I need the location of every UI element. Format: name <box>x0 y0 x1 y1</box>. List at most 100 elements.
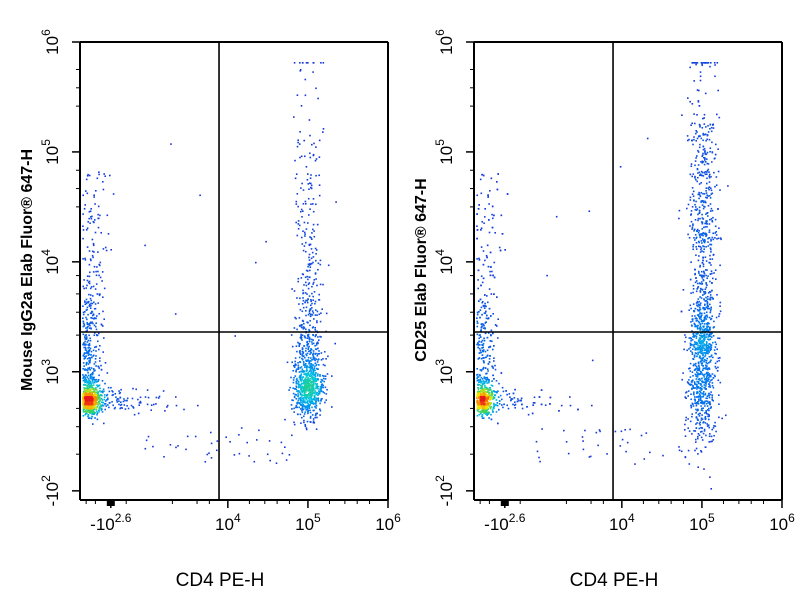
event-dot <box>93 286 95 288</box>
event-dot <box>300 408 302 410</box>
event-dot <box>682 372 684 374</box>
event-dot <box>711 190 713 192</box>
event-dot <box>98 379 100 381</box>
event-dot <box>84 204 86 206</box>
event-dot <box>308 276 310 278</box>
event-dot <box>293 382 295 384</box>
event-dot <box>693 136 695 138</box>
event-dot <box>299 371 301 373</box>
event-dot <box>703 391 705 393</box>
event-dot <box>306 387 308 389</box>
event-dot <box>83 365 85 367</box>
event-dot <box>300 388 302 390</box>
event-dot <box>705 435 707 437</box>
event-dot <box>494 365 496 367</box>
event-dot <box>698 272 700 274</box>
event-dot <box>86 364 88 366</box>
event-dot <box>195 436 197 438</box>
event-dot <box>306 62 308 64</box>
event-dot <box>83 321 85 323</box>
event-dot <box>331 406 333 408</box>
event-dot <box>316 344 318 346</box>
event-dot <box>696 280 698 282</box>
event-dot <box>704 384 706 386</box>
event-dot <box>307 279 309 281</box>
event-dot <box>496 181 498 183</box>
event-dot <box>304 393 306 395</box>
event-dot <box>714 186 716 188</box>
event-dot <box>109 175 111 177</box>
event-dot <box>487 406 489 408</box>
event-dot <box>708 245 710 247</box>
event-dot <box>95 232 97 234</box>
event-dot <box>698 100 700 102</box>
event-dot <box>647 138 649 140</box>
event-dot <box>703 62 705 64</box>
event-dot <box>310 348 312 350</box>
event-dot <box>705 233 707 235</box>
event-dot <box>596 432 598 434</box>
event-dot <box>147 389 149 391</box>
event-dot <box>694 370 696 372</box>
event-dot <box>701 386 703 388</box>
event-dot <box>700 405 702 407</box>
event-dot <box>502 407 504 409</box>
event-dot <box>487 404 489 406</box>
event-dot <box>478 311 480 313</box>
event-dot <box>315 334 317 336</box>
event-dot <box>327 356 329 358</box>
event-dot <box>704 307 706 309</box>
event-dot <box>298 385 300 387</box>
event-dot <box>490 315 492 317</box>
event-dot <box>685 397 687 399</box>
event-dot <box>311 402 313 404</box>
event-dot <box>699 415 701 417</box>
event-dot <box>87 403 89 405</box>
event-dot <box>306 427 308 429</box>
event-dot <box>112 405 114 407</box>
event-dot <box>300 334 302 336</box>
event-dot <box>687 97 689 99</box>
event-dot <box>111 390 113 392</box>
event-dot <box>697 352 699 354</box>
event-dot <box>697 402 699 404</box>
event-dot <box>82 286 84 288</box>
event-dot <box>703 157 705 159</box>
event-dot <box>713 127 715 129</box>
event-dot <box>710 124 712 126</box>
event-dot <box>708 187 710 189</box>
event-dot <box>701 297 703 299</box>
event-dot <box>700 251 702 253</box>
event-dot <box>83 314 85 316</box>
event-dot <box>108 233 110 235</box>
event-dot <box>701 281 703 283</box>
event-dot <box>705 246 707 248</box>
event-dot <box>716 176 718 178</box>
event-dot <box>297 402 299 404</box>
event-dot <box>692 225 694 227</box>
event-dot <box>317 98 319 100</box>
event-dot <box>304 400 306 402</box>
event-dot <box>479 357 481 359</box>
event-dot <box>499 403 501 405</box>
event-dot <box>710 197 712 199</box>
event-dot <box>308 384 310 386</box>
event-dot <box>485 306 487 308</box>
event-dot <box>710 380 712 382</box>
event-dot <box>127 398 129 400</box>
event-dot <box>298 390 300 392</box>
event-dot <box>297 413 299 415</box>
event-dot <box>707 416 709 418</box>
event-dot <box>716 238 718 240</box>
event-dot <box>706 226 708 228</box>
event-dot <box>306 337 308 339</box>
event-dot <box>482 282 484 284</box>
event-dot <box>492 333 494 335</box>
event-dot <box>708 339 710 341</box>
event-dot <box>123 401 125 403</box>
event-dot <box>497 402 499 404</box>
event-dot <box>700 327 702 329</box>
event-dot <box>311 399 313 401</box>
event-dot <box>704 403 706 405</box>
event-dot <box>477 334 479 336</box>
